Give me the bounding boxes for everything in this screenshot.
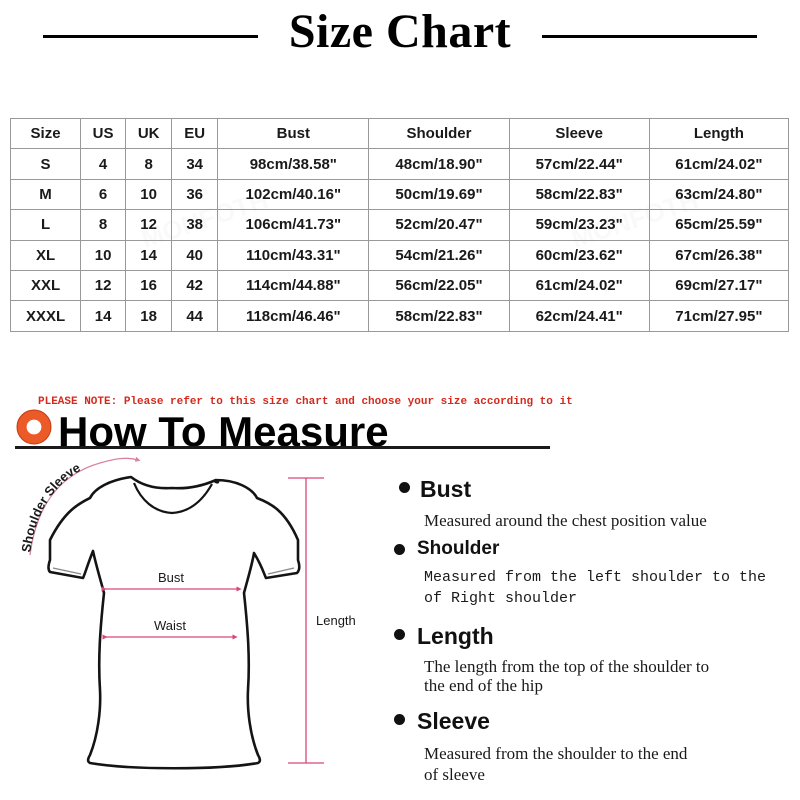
svg-text:Bust: Bust <box>158 570 184 585</box>
svg-text:Length: Length <box>316 613 356 628</box>
svg-text:Waist: Waist <box>154 618 186 633</box>
